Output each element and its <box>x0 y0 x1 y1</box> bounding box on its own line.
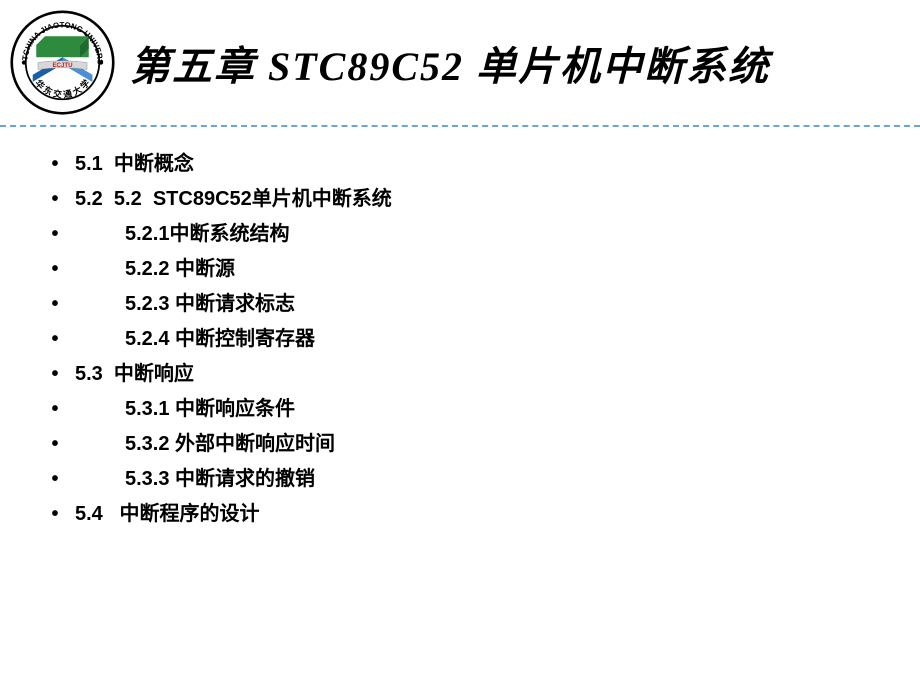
bullet-icon: • <box>40 462 70 497</box>
svg-text:ECJTU: ECJTU <box>52 62 73 69</box>
bullet-icon: • <box>40 287 70 322</box>
toc-item: •5.2 5.2 STC89C52单片机中断系统 <box>40 182 880 217</box>
toc-item-text: 5.2.3 中断请求标志 <box>70 287 295 322</box>
toc-item: •5.3.1 中断响应条件 <box>40 392 880 427</box>
bullet-icon: • <box>40 322 70 357</box>
bullet-icon: • <box>40 427 70 462</box>
slide-header: EASTCHINA JIAOTONG UNIVERSITY 华 东 交 通 大 … <box>0 0 920 120</box>
toc-item: •5.2.2 中断源 <box>40 252 880 287</box>
chapter-title: 第五章 STC89C52 单片机中断系统 <box>130 34 770 92</box>
toc-item: •5.3.3 中断请求的撤销 <box>40 462 880 497</box>
toc-item: •5.4 中断程序的设计 <box>40 497 880 532</box>
toc-item: •5.1 中断概念 <box>40 147 880 182</box>
toc-item-text: 5.2.2 中断源 <box>70 252 235 287</box>
toc-content: •5.1 中断概念•5.2 5.2 STC89C52单片机中断系统•5.2.1中… <box>0 147 920 532</box>
toc-item-text: 5.2 5.2 STC89C52单片机中断系统 <box>70 182 392 217</box>
toc-item-text: 5.3 中断响应 <box>70 357 194 392</box>
toc-list: •5.1 中断概念•5.2 5.2 STC89C52单片机中断系统•5.2.1中… <box>40 147 880 532</box>
bullet-icon: • <box>40 497 70 532</box>
toc-item-text: 5.1 中断概念 <box>70 147 194 182</box>
toc-item-text: 5.2.4 中断控制寄存器 <box>70 322 315 357</box>
toc-item: •5.3.2 外部中断响应时间 <box>40 427 880 462</box>
university-logo: EASTCHINA JIAOTONG UNIVERSITY 华 东 交 通 大 … <box>10 10 115 115</box>
toc-item-text: 5.3.2 外部中断响应时间 <box>70 427 335 462</box>
toc-item-text: 5.3.1 中断响应条件 <box>70 392 295 427</box>
header-divider <box>0 125 920 127</box>
bullet-icon: • <box>40 392 70 427</box>
toc-item: •5.2.4 中断控制寄存器 <box>40 322 880 357</box>
bullet-icon: • <box>40 357 70 392</box>
bullet-icon: • <box>40 182 70 217</box>
bullet-icon: • <box>40 252 70 287</box>
toc-item: •5.2.1中断系统结构 <box>40 217 880 252</box>
toc-item: •5.3 中断响应 <box>40 357 880 392</box>
toc-item: •5.2.3 中断请求标志 <box>40 287 880 322</box>
bullet-icon: • <box>40 217 70 252</box>
toc-item-text: 5.2.1中断系统结构 <box>70 217 289 252</box>
toc-item-text: 5.3.3 中断请求的撤销 <box>70 462 315 497</box>
toc-item-text: 5.4 中断程序的设计 <box>70 497 259 532</box>
bullet-icon: • <box>40 147 70 182</box>
